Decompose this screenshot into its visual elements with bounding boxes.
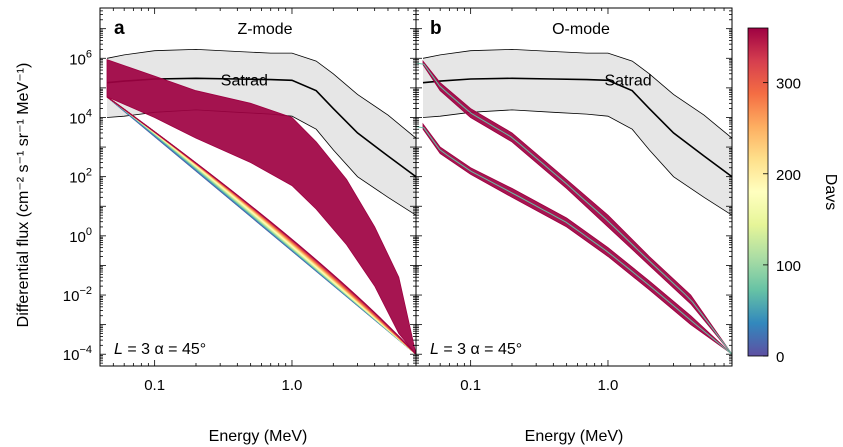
colorbar-label: Davs	[822, 174, 839, 210]
envelope-early-curve	[416, 62, 732, 355]
colorbar-bar	[747, 27, 769, 357]
colorbar-tick-label: 0	[776, 349, 784, 366]
envelope-early-curve	[416, 126, 732, 355]
panel-letter: b	[430, 18, 442, 39]
panel-letter: a	[114, 18, 125, 39]
davs-curve	[106, 96, 416, 355]
panel-b: 0.1 1.0 Energy (MeV) b O-mode Satrad L = 3 α =…	[415, 7, 733, 445]
y-tick-label: 106	[69, 48, 92, 68]
envelope-final	[106, 59, 416, 355]
x-axis-label: Energy (MeV)	[209, 428, 308, 445]
y-tick-label: 10−4	[63, 344, 92, 364]
panel-title: Z-mode	[237, 21, 292, 38]
satrad-label: Satrad	[604, 73, 651, 90]
y-tick-label: 100	[69, 226, 92, 246]
plot-area	[106, 48, 416, 355]
colorbar-tick-label: 200	[776, 167, 801, 184]
satrad-upper-line	[106, 48, 416, 139]
satrad-label: Satrad	[221, 73, 268, 90]
satrad-median-line	[422, 77, 732, 178]
x-tick-label: 1.0	[282, 377, 303, 394]
envelope-lower-band	[422, 122, 732, 355]
colorbar: 0 100 200 300 Davs	[747, 27, 839, 366]
y-tick-label: 10−2	[63, 285, 92, 305]
panel-title: O-mode	[552, 21, 610, 38]
y-tick-label: 104	[69, 107, 92, 127]
annotation: L = 3 α = 45°	[430, 341, 522, 358]
y-tick-label: 102	[69, 167, 92, 187]
y-axis-label: Differential flux (cm⁻² s⁻¹ sr⁻¹ MeV⁻¹)	[15, 63, 32, 328]
panel-frame	[415, 7, 733, 367]
satrad-band	[423, 49, 732, 216]
colorbar-tick-label: 300	[776, 76, 801, 93]
envelope-upper-band	[422, 59, 732, 355]
x-tick-label: 1.0	[598, 377, 619, 394]
panels-layer: 0.1 1.0 10−4 10−2 100 102 104 106 Energy (MeV) a Z…	[63, 7, 733, 445]
colorbar-tick-label: 100	[776, 258, 801, 275]
satrad-upper-line	[422, 48, 732, 139]
x-tick-label: 0.1	[144, 377, 165, 394]
plot-area	[416, 48, 732, 355]
panel-a: 0.1 1.0 10−4 10−2 100 102 104 106 Energy (MeV) a Z…	[63, 7, 417, 445]
x-tick-label: 0.1	[460, 377, 481, 394]
x-axis-label: Energy (MeV)	[525, 428, 624, 445]
annotation: L = 3 α = 45°	[114, 341, 206, 358]
